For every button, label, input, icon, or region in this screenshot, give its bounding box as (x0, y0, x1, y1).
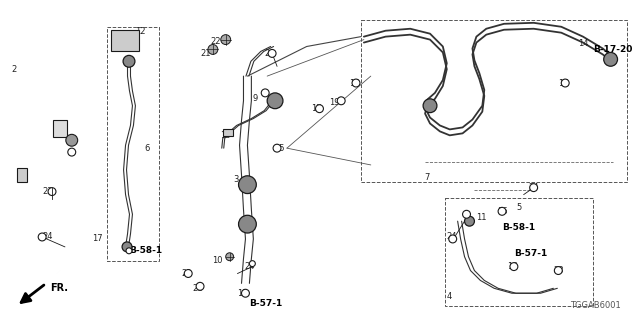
Text: 1: 1 (16, 173, 21, 182)
Text: TGGAB6001: TGGAB6001 (570, 301, 621, 310)
Circle shape (273, 144, 281, 152)
Text: B-58-1: B-58-1 (502, 223, 535, 232)
Circle shape (604, 52, 618, 66)
Circle shape (241, 289, 250, 297)
Text: 19: 19 (329, 98, 340, 107)
Text: 18: 18 (349, 78, 359, 87)
Circle shape (208, 44, 218, 54)
Text: 3: 3 (233, 175, 238, 184)
Text: 24: 24 (447, 233, 457, 242)
Text: 24: 24 (529, 183, 539, 192)
Text: 24: 24 (244, 262, 255, 271)
Circle shape (239, 176, 256, 194)
Circle shape (554, 267, 563, 275)
Circle shape (38, 233, 46, 241)
Bar (17, 168, 28, 182)
Text: B-57-1: B-57-1 (250, 299, 283, 308)
Text: B-57-1: B-57-1 (514, 249, 547, 258)
Circle shape (316, 105, 323, 113)
Text: 22: 22 (211, 37, 221, 46)
Text: 15: 15 (274, 144, 284, 153)
Text: 8: 8 (52, 126, 58, 135)
Text: B-17-20: B-17-20 (593, 45, 632, 54)
Bar (223, 129, 232, 136)
Circle shape (250, 261, 255, 267)
Text: 16: 16 (507, 262, 517, 271)
Circle shape (337, 97, 345, 105)
Text: 21: 21 (193, 284, 204, 293)
Text: 23: 23 (553, 266, 564, 275)
Text: 20: 20 (181, 269, 191, 278)
Text: 16: 16 (497, 207, 508, 216)
Circle shape (196, 282, 204, 290)
Circle shape (239, 215, 256, 233)
Circle shape (463, 210, 470, 218)
Circle shape (465, 216, 474, 226)
Bar (53, 120, 67, 137)
Circle shape (352, 79, 360, 87)
Text: 12: 12 (136, 27, 146, 36)
Text: 10: 10 (212, 256, 223, 265)
Circle shape (123, 55, 135, 67)
Circle shape (423, 99, 437, 113)
Polygon shape (111, 30, 139, 52)
Circle shape (267, 93, 283, 109)
Text: 7: 7 (424, 173, 429, 182)
Circle shape (68, 148, 76, 156)
Text: 17: 17 (311, 104, 322, 113)
Text: 21: 21 (201, 49, 211, 58)
Text: 24: 24 (43, 233, 53, 242)
Circle shape (530, 184, 538, 192)
Circle shape (268, 50, 276, 57)
Text: 17: 17 (92, 235, 103, 244)
Text: 13: 13 (220, 131, 231, 140)
Text: 4: 4 (447, 292, 452, 301)
Text: 24: 24 (265, 49, 275, 58)
Circle shape (498, 207, 506, 215)
Circle shape (126, 248, 132, 254)
Circle shape (66, 134, 77, 146)
Circle shape (226, 253, 234, 261)
Circle shape (261, 89, 269, 97)
Text: 14: 14 (578, 39, 588, 48)
Text: 5: 5 (516, 203, 522, 212)
Circle shape (122, 242, 132, 252)
Text: B-58-1: B-58-1 (129, 246, 162, 255)
Circle shape (510, 263, 518, 270)
Circle shape (184, 269, 192, 277)
Circle shape (48, 188, 56, 196)
Text: 17: 17 (558, 78, 568, 87)
Text: 2: 2 (12, 65, 17, 74)
Circle shape (449, 235, 457, 243)
Text: 15: 15 (237, 289, 248, 298)
Circle shape (561, 79, 569, 87)
Text: 9: 9 (253, 94, 258, 103)
Text: 6: 6 (144, 144, 150, 153)
Circle shape (221, 35, 230, 44)
Text: 11: 11 (476, 213, 486, 222)
Text: FR.: FR. (50, 283, 68, 293)
Text: 23: 23 (43, 187, 53, 196)
